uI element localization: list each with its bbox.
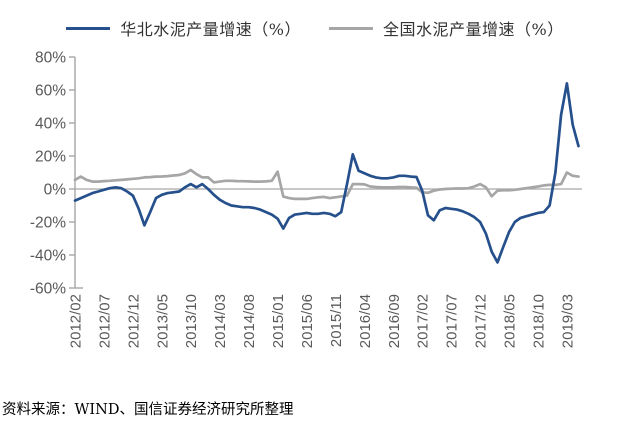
chart-legend: 华北水泥产量增速（%） 全国水泥产量增速（%）: [0, 16, 630, 40]
x-tick-label: 2014/03: [212, 294, 229, 348]
x-tick-label: 2013/10: [183, 294, 200, 348]
legend-item-national: 全国水泥产量增速（%）: [329, 16, 564, 40]
y-tick-label: 60%: [35, 83, 66, 100]
x-tick-label: 2014/08: [241, 294, 258, 348]
x-tick-label: 2012/02: [68, 294, 85, 348]
series-line-national: [73, 168, 580, 201]
series-line-north-china: [73, 82, 580, 264]
source-note: 资料来源：WIND、国信证券经济研究所整理: [2, 402, 294, 418]
y-tick-label: 40%: [35, 116, 66, 133]
x-tick-label: 2013/05: [154, 294, 171, 348]
y-tick-label: 20%: [35, 149, 66, 166]
x-tick-label: 2017/02: [415, 294, 432, 348]
x-tick-label: 2019/03: [559, 294, 576, 348]
x-tick-label: 2017/12: [473, 294, 490, 348]
y-tick-label: -40%: [30, 248, 66, 265]
y-tick-label: -20%: [30, 215, 66, 232]
legend-label-national: 全国水泥产量增速（%）: [383, 20, 564, 39]
y-tick-label: -60%: [30, 281, 66, 298]
x-tick-label: 2015/01: [270, 294, 287, 348]
x-tick-label: 2018/10: [530, 294, 547, 348]
x-tick-label: 2016/09: [386, 294, 403, 348]
x-tick-label: 2018/05: [502, 294, 519, 348]
x-tick-label: 2015/06: [299, 294, 316, 348]
x-tick-label: 2016/04: [357, 294, 374, 348]
legend-item-north-china: 华北水泥产量增速（%）: [66, 16, 301, 40]
y-tick-label: 80%: [35, 50, 66, 67]
y-tick-label: 0%: [44, 182, 67, 199]
x-tick-label: 2015/11: [328, 294, 345, 347]
legend-line-swatch-national-icon: [329, 26, 373, 30]
chart-canvas: 80% 60% 40% 20% 0% -20% -40% -60%2012/02 2012/07…: [30, 50, 582, 348]
x-tick-label: 2012/12: [125, 294, 142, 348]
x-tick-label: 2012/07: [96, 294, 113, 348]
legend-label-north-china: 华北水泥产量增速（%）: [120, 20, 301, 39]
legend-line-swatch-north-china-icon: [66, 26, 111, 30]
x-tick-label: 2017/07: [444, 294, 461, 348]
